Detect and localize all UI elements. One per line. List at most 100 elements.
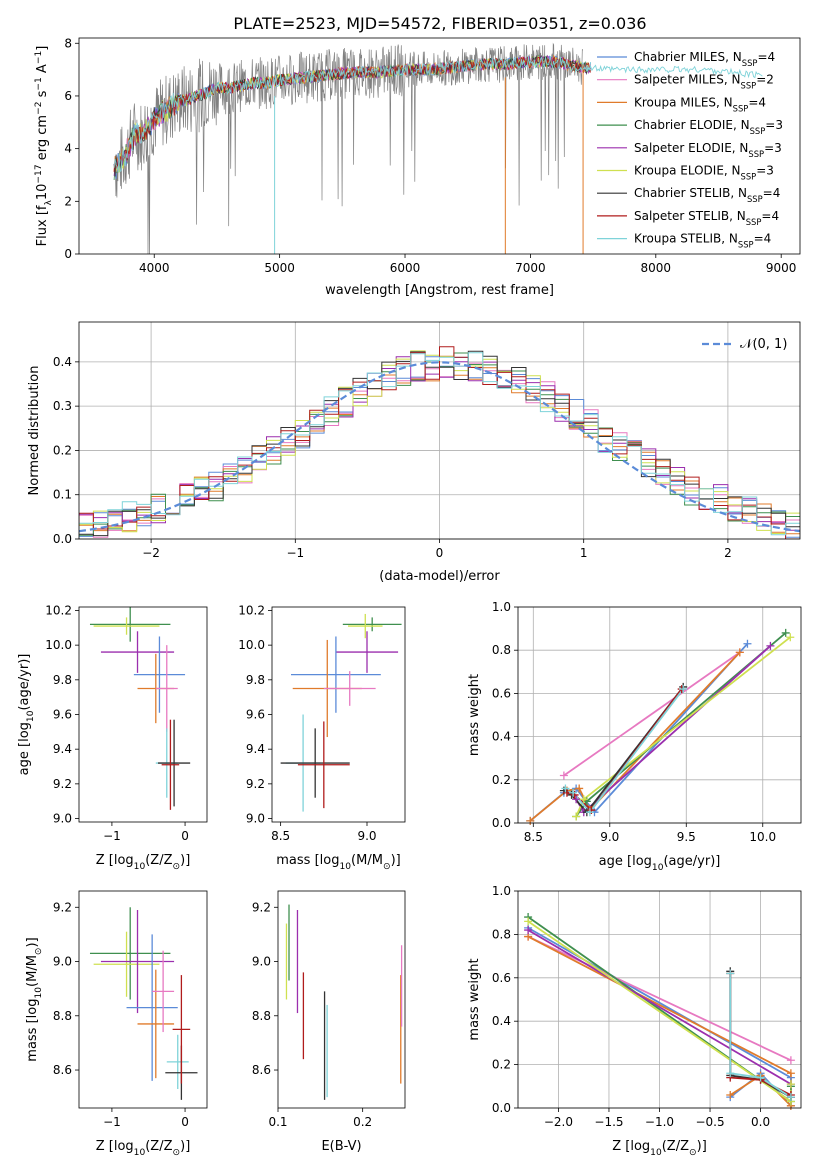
weight-marker — [526, 816, 535, 825]
plot-area — [272, 607, 405, 822]
label-part: =4 — [763, 186, 781, 200]
legend-entry: Chabrier MILES, NSSP=4 — [634, 50, 775, 68]
plot-area — [79, 891, 207, 1108]
y-axis-label: mass weight — [467, 674, 482, 756]
legend-entry: Chabrier STELIB, NSSP=4 — [634, 186, 780, 204]
y-axis-label: mass [log10(M/M⊙)] — [25, 937, 44, 1061]
x-axis-label: Z [log10(Z/Z⊙)] — [96, 1139, 191, 1158]
label-part: )] — [391, 853, 401, 868]
y-tick-label: 9.0 — [246, 812, 265, 826]
plot-content — [79, 346, 800, 539]
x-axis-label: (data-model)/error — [379, 569, 500, 584]
y-tick-label: 0.0 — [492, 1101, 511, 1115]
y-tick-label: 6 — [64, 89, 72, 103]
y-tick-label: 10.2 — [45, 603, 72, 617]
weight-vs-age-chart: 8.5 9.0 9.5 10.0 0.0 0.2 0.4 0.6 0.8 1.0 age [log1… — [467, 600, 802, 873]
y-tick-label: 8.6 — [53, 1063, 72, 1077]
y-tick-label: 9.8 — [53, 673, 72, 687]
axes-frame — [78, 321, 801, 540]
legend-entry: Kroupa ELODIE, NSSP=3 — [634, 164, 774, 182]
x-tick-label: 0 — [181, 1115, 189, 1129]
weight-marker — [766, 641, 775, 650]
label-part: ⊙ — [34, 947, 44, 955]
weight-marker — [786, 633, 795, 642]
y-axis-label: mass weight — [467, 958, 482, 1040]
label-part: Kroupa ELODIE, N — [634, 164, 741, 178]
y-tick-label: 10.0 — [45, 638, 72, 652]
y-tick-label: 0.6 — [492, 971, 511, 985]
y-tick-label: 8.8 — [252, 1009, 271, 1023]
spectrum-legend: Chabrier MILES, NSSP=4 Salpeter MILES, N S… — [597, 50, 783, 250]
label-part: ] — [35, 46, 50, 51]
y-tick-label: 0.4 — [492, 730, 511, 744]
plot-content — [89, 607, 191, 810]
y-axis-label: age [log10(age/yr)] — [17, 654, 36, 776]
weight-marker — [786, 1069, 795, 1078]
label-part: )] — [697, 1139, 707, 1154]
y-tick-label: 4 — [64, 142, 72, 156]
x-tick-label: 0.2 — [353, 1115, 372, 1129]
label-part: ⊙ — [173, 1148, 181, 1158]
plot-area — [278, 891, 405, 1108]
weight-marker — [561, 784, 570, 793]
x-tick-label: −1 — [286, 546, 304, 560]
label-part: =4 — [754, 232, 772, 246]
y-tick-label: 9.6 — [246, 708, 265, 722]
x-tick-label: 2 — [724, 546, 732, 560]
age-vs-metallicity-chart: −1 09.09.29.49.69.810.010.2Z [log10(Z/Z⊙)… — [17, 603, 208, 872]
label-part: 10 — [134, 1148, 146, 1158]
y-tick-label: 0.1 — [53, 488, 72, 502]
x-tick-label: 8000 — [641, 261, 672, 275]
label-part: =3 — [765, 118, 783, 132]
mass-vs-ebv-chart: 0.1 0.2 8.6 8.8 9.0 9.2 E(B-V) — [252, 890, 406, 1154]
label-part: 10 — [35, 184, 50, 201]
label-part: −1 — [34, 77, 44, 90]
histogram-kroupa-stelib — [79, 352, 800, 539]
legend-entry: Kroupa STELIB, NSSP=4 — [634, 232, 771, 250]
label-part: =4 — [761, 209, 779, 223]
label-part: SSP — [738, 240, 754, 250]
label-part: Salpeter MILES, N — [634, 73, 741, 87]
x-tick-label: 6000 — [390, 261, 421, 275]
label-part: A — [35, 64, 50, 77]
weight-marker — [726, 1090, 735, 1099]
plot-content — [89, 907, 198, 1100]
label-part: 10 — [339, 862, 351, 872]
x-axis-label: Z [log10(Z/Z⊙)] — [96, 853, 191, 872]
weight-marker — [756, 1073, 765, 1082]
label-part: Chabrier STELIB, N — [634, 186, 747, 200]
x-tick-label: −1.5 — [594, 1115, 623, 1129]
weight-line-salpeter-miles — [563, 651, 741, 777]
x-axis-label: age [log10(age/yr)] — [599, 854, 721, 873]
y-tick-label: 0 — [64, 247, 72, 261]
plot-content — [285, 904, 403, 1100]
weight-line-salpeter-miles — [527, 935, 792, 1062]
residual-histogram-chart: −2 −1 0 1 2 0.0 0.1 0.2 0.3 0.4 𝒩(0, 1) (data-model… — [27, 321, 801, 584]
axes-frame — [271, 606, 406, 823]
y-tick-label: 9.0 — [53, 812, 72, 826]
y-tick-label: 9.0 — [252, 955, 271, 969]
x-tick-label: 9.0 — [357, 829, 376, 843]
weight-marker — [559, 771, 568, 780]
x-tick-label: 5000 — [264, 261, 295, 275]
y-tick-label: 0.8 — [492, 927, 511, 941]
figure-title: PLATE=2523, MJD=54572, FIBERID=0351, z=0… — [233, 14, 646, 33]
y-tick-label: 1.0 — [492, 600, 511, 614]
axes-frame — [517, 890, 802, 1109]
weight-marker — [524, 926, 533, 935]
x-tick-label: −0.5 — [695, 1115, 724, 1129]
label-part: erg cm — [35, 115, 50, 164]
axes-frame — [78, 606, 208, 823]
weight-marker — [786, 1093, 795, 1102]
label-part: (age/yr)] — [663, 854, 720, 869]
plot-area — [79, 607, 207, 822]
weight-marker — [786, 1056, 795, 1065]
label-part: SSP — [733, 103, 749, 113]
label-part: mass [log — [276, 853, 339, 868]
label-part: ⊙ — [383, 862, 391, 872]
label-part: −17 — [34, 164, 44, 183]
x-tick-label: −1 — [103, 1115, 121, 1129]
x-axis-label: wavelength [Angstrom, rest frame] — [325, 283, 554, 298]
label-part: SSP — [746, 217, 762, 227]
